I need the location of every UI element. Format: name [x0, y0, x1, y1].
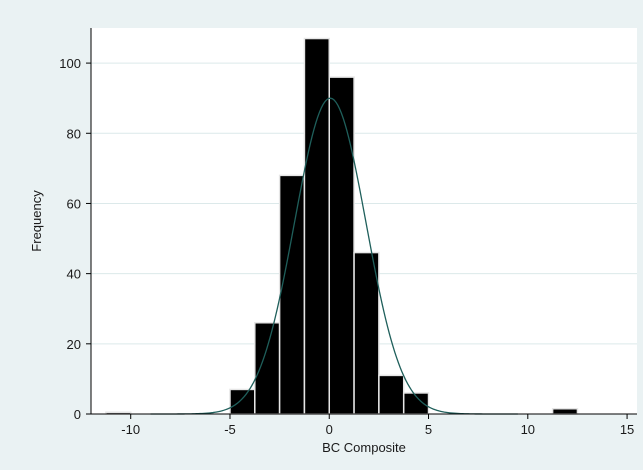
x-tick-label-10: 10: [521, 422, 535, 437]
histogram-bar-1: [229, 388, 256, 415]
tick-labels: -10 -5 0 5 10 15 0 20 40 60 80 100: [59, 56, 634, 437]
x-axis-label: BC Composite: [322, 440, 406, 455]
x-tick-label-5: 5: [425, 422, 432, 437]
axes: [90, 28, 637, 415]
y-tick-label-20: 20: [67, 337, 81, 352]
histogram-bar-6: [353, 251, 380, 415]
histogram-bar-7: [378, 374, 405, 415]
histogram-bar-9: [551, 407, 579, 415]
y-axis-label: Frequency: [29, 190, 44, 252]
histogram-bars: [105, 37, 579, 415]
histogram-bar-5: [328, 76, 355, 415]
y-tick-label-80: 80: [67, 126, 81, 141]
x-tick-label--10: -10: [121, 422, 140, 437]
y-tick-label-40: 40: [67, 267, 81, 282]
normal-density-curve: [150, 97, 518, 415]
y-tick-label-100: 100: [59, 56, 81, 71]
histogram-bar-4: [303, 37, 331, 415]
histogram-bar-3: [278, 174, 306, 415]
x-tick-label--5: -5: [224, 422, 236, 437]
histogram-bar-2: [254, 322, 281, 415]
y-tick-label-60: 60: [67, 196, 81, 211]
x-tick-label-0: 0: [326, 422, 333, 437]
y-tick-label-0: 0: [74, 407, 81, 422]
x-tick-label-15: 15: [620, 422, 634, 437]
